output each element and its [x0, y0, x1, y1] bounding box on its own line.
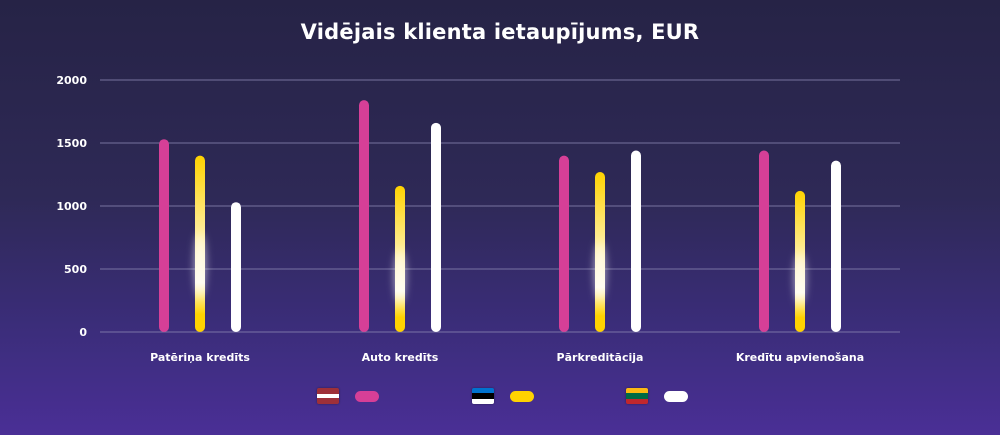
- estonia-flag-icon: [472, 388, 494, 404]
- latvia-flag-icon: [317, 388, 339, 404]
- bar-glow-2: [394, 250, 406, 303]
- x-category-label-2: Auto kredīts: [362, 351, 439, 364]
- y-tick-label-500: 500: [64, 263, 87, 276]
- y-tick-label-2000: 2000: [56, 74, 87, 87]
- x-category-label-1: Patēriņa kredīts: [150, 351, 250, 364]
- chart-title: Vidējais klienta ietaupījums, EUR: [300, 20, 700, 44]
- bar-lithuania-2: [431, 122, 441, 332]
- bar-glow-1: [194, 233, 206, 297]
- bar-lithuania-3: [631, 150, 641, 332]
- legend-swatch-lithuania: [664, 391, 688, 402]
- x-category-label-3: Pārkreditācija: [557, 351, 644, 364]
- legend-swatch-estonia: [510, 391, 534, 402]
- y-tick-label-1000: 1000: [56, 200, 87, 213]
- bar-lithuania-1: [231, 202, 241, 332]
- bar-latvia-3: [559, 155, 569, 332]
- legend: [0, 385, 1000, 409]
- bar-latvia-4: [759, 150, 769, 332]
- bar-glow-3: [594, 242, 606, 300]
- bar-latvia-2: [359, 100, 369, 332]
- y-tick-label-0: 0: [79, 326, 87, 339]
- bar-glow-4: [794, 252, 806, 304]
- bar-lithuania-4: [831, 160, 841, 332]
- bar-latvia-1: [159, 139, 169, 332]
- legend-swatch-latvia: [355, 391, 379, 402]
- x-category-label-4: Kredītu apvienošana: [736, 351, 864, 364]
- lithuania-flag-icon: [626, 388, 648, 404]
- y-tick-label-1500: 1500: [56, 137, 87, 150]
